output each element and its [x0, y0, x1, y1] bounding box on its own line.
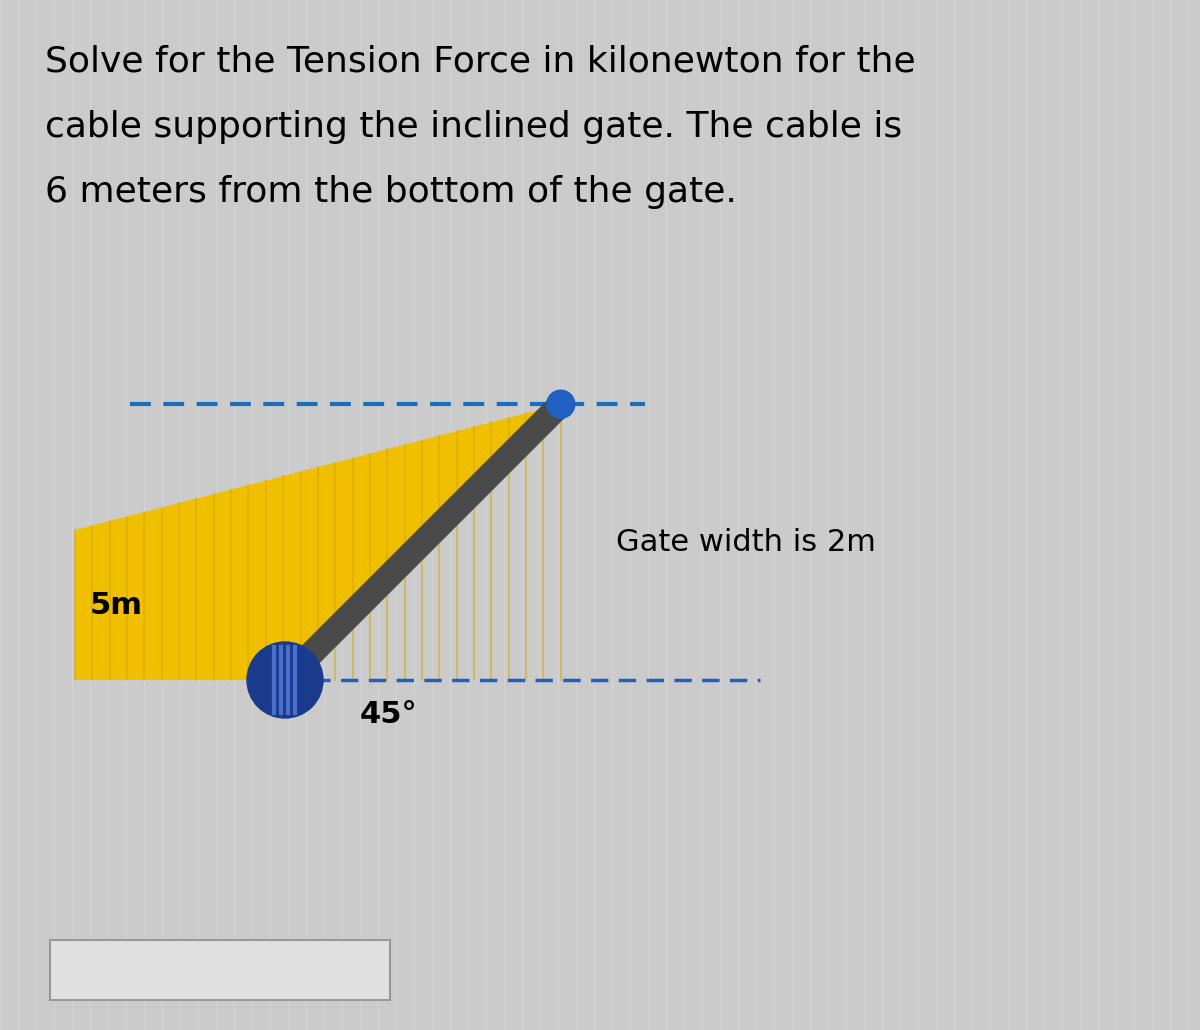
Text: Solve for the Tension Force in kilonewton for the: Solve for the Tension Force in kilonewto…	[46, 45, 916, 79]
Circle shape	[547, 390, 575, 418]
Text: cable supporting the inclined gate. The cable is: cable supporting the inclined gate. The …	[46, 110, 902, 144]
Text: 5m: 5m	[90, 590, 143, 619]
Circle shape	[247, 642, 323, 718]
Text: 6 meters from the bottom of the gate.: 6 meters from the bottom of the gate.	[46, 175, 737, 209]
FancyBboxPatch shape	[50, 940, 390, 1000]
Text: 45°: 45°	[360, 700, 418, 729]
Polygon shape	[74, 404, 560, 680]
Text: Gate width is 2m: Gate width is 2m	[616, 527, 876, 556]
